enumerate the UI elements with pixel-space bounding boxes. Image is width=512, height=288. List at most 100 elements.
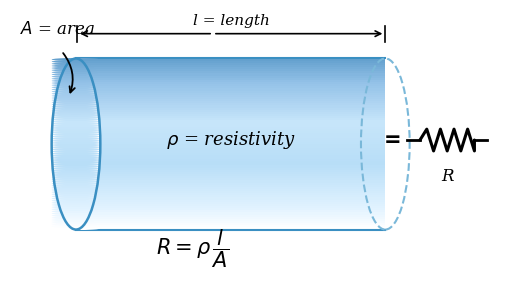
Ellipse shape — [52, 188, 100, 192]
Text: l = length: l = length — [193, 14, 270, 28]
Ellipse shape — [52, 122, 100, 125]
Polygon shape — [76, 172, 386, 174]
Polygon shape — [76, 159, 386, 161]
Ellipse shape — [52, 173, 100, 177]
Ellipse shape — [52, 58, 100, 61]
Ellipse shape — [52, 126, 100, 130]
Ellipse shape — [52, 60, 100, 63]
Ellipse shape — [52, 169, 100, 172]
Polygon shape — [76, 82, 386, 84]
Polygon shape — [76, 133, 386, 135]
Ellipse shape — [52, 146, 100, 149]
Polygon shape — [76, 69, 386, 71]
Ellipse shape — [52, 171, 100, 175]
Polygon shape — [76, 187, 386, 189]
Ellipse shape — [52, 141, 100, 145]
Ellipse shape — [52, 133, 100, 136]
Polygon shape — [76, 108, 386, 110]
Ellipse shape — [52, 82, 100, 85]
Text: R: R — [441, 168, 454, 185]
Polygon shape — [76, 142, 386, 144]
Polygon shape — [76, 105, 386, 108]
Polygon shape — [76, 157, 386, 159]
Polygon shape — [76, 65, 386, 67]
Polygon shape — [76, 135, 386, 138]
Polygon shape — [76, 71, 386, 73]
Ellipse shape — [52, 90, 100, 93]
Polygon shape — [76, 63, 386, 65]
Polygon shape — [76, 75, 386, 78]
Ellipse shape — [52, 67, 100, 70]
Ellipse shape — [52, 148, 100, 151]
Polygon shape — [76, 221, 386, 223]
Ellipse shape — [52, 152, 100, 155]
Polygon shape — [76, 217, 386, 219]
Ellipse shape — [52, 58, 100, 230]
Ellipse shape — [52, 98, 100, 102]
Ellipse shape — [52, 116, 100, 119]
Ellipse shape — [52, 206, 100, 209]
Ellipse shape — [52, 221, 100, 224]
Ellipse shape — [52, 139, 100, 142]
Ellipse shape — [52, 69, 100, 72]
Ellipse shape — [52, 156, 100, 160]
Polygon shape — [76, 58, 386, 60]
Polygon shape — [76, 88, 386, 90]
Polygon shape — [76, 125, 386, 127]
Ellipse shape — [52, 210, 100, 213]
Polygon shape — [76, 206, 386, 208]
Ellipse shape — [52, 143, 100, 147]
Polygon shape — [76, 219, 386, 221]
Ellipse shape — [52, 225, 100, 228]
Ellipse shape — [52, 193, 100, 196]
Polygon shape — [76, 170, 386, 172]
Ellipse shape — [52, 150, 100, 153]
Ellipse shape — [52, 180, 100, 183]
Ellipse shape — [52, 120, 100, 123]
Ellipse shape — [52, 109, 100, 112]
Polygon shape — [76, 213, 386, 215]
Ellipse shape — [52, 161, 100, 164]
Polygon shape — [76, 129, 386, 131]
Polygon shape — [76, 67, 386, 69]
Polygon shape — [76, 225, 386, 228]
Polygon shape — [76, 204, 386, 206]
Polygon shape — [76, 127, 386, 129]
Ellipse shape — [52, 92, 100, 95]
Ellipse shape — [52, 186, 100, 190]
Ellipse shape — [52, 71, 100, 74]
Polygon shape — [76, 228, 386, 230]
Ellipse shape — [52, 195, 100, 198]
Ellipse shape — [52, 64, 100, 67]
Ellipse shape — [52, 94, 100, 97]
Polygon shape — [76, 114, 386, 116]
Ellipse shape — [52, 216, 100, 219]
Polygon shape — [76, 90, 386, 93]
Polygon shape — [76, 118, 386, 120]
Polygon shape — [76, 99, 386, 101]
Ellipse shape — [52, 184, 100, 187]
Polygon shape — [76, 97, 386, 99]
Ellipse shape — [52, 227, 100, 230]
Polygon shape — [76, 93, 386, 95]
Polygon shape — [76, 138, 386, 140]
Ellipse shape — [52, 197, 100, 200]
Polygon shape — [76, 191, 386, 193]
Ellipse shape — [52, 75, 100, 78]
Ellipse shape — [52, 223, 100, 226]
Ellipse shape — [52, 182, 100, 185]
Polygon shape — [76, 123, 386, 125]
Polygon shape — [76, 110, 386, 112]
Ellipse shape — [52, 212, 100, 215]
Polygon shape — [76, 73, 386, 75]
Polygon shape — [76, 95, 386, 97]
Ellipse shape — [52, 137, 100, 140]
Polygon shape — [76, 78, 386, 80]
Polygon shape — [76, 189, 386, 191]
Text: =: = — [383, 130, 401, 150]
Polygon shape — [76, 148, 386, 150]
Ellipse shape — [52, 208, 100, 211]
Polygon shape — [76, 112, 386, 114]
Ellipse shape — [52, 131, 100, 134]
Polygon shape — [76, 223, 386, 225]
